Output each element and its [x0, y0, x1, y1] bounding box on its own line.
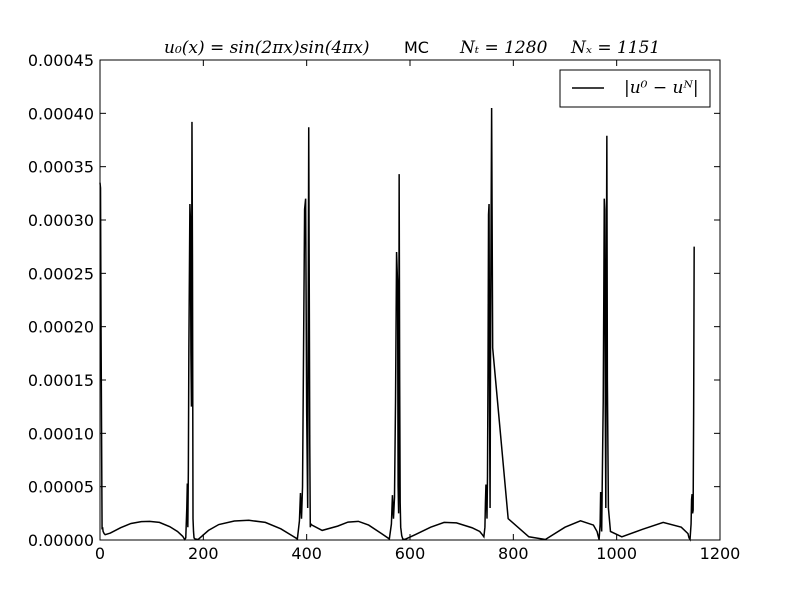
x-tick-label: 200 [188, 544, 219, 563]
y-tick-label: 0.00035 [28, 158, 94, 177]
y-tick-label: 0.00025 [28, 264, 94, 283]
y-tick-label: 0.00045 [28, 51, 94, 70]
x-tick-label: 1200 [700, 544, 741, 563]
x-tick-label: 0 [95, 544, 105, 563]
title-method: MC [404, 38, 429, 57]
y-tick-label: 0.00000 [28, 531, 94, 550]
y-tick-label: 0.00005 [28, 478, 94, 497]
y-tick-label: 0.00010 [28, 424, 94, 443]
series-line-0 [99, 107, 695, 542]
x-tick-label: 800 [498, 544, 529, 563]
y-axis: 0.00000 0.00005 0.00010 0.00015 0.00020 0.000… [28, 51, 720, 550]
y-tick-label: 0.00040 [28, 104, 94, 123]
y-tick-label: 0.00015 [28, 371, 94, 390]
title-nt: Nₜ = 1280 [459, 38, 548, 58]
x-tick-label: 400 [291, 544, 322, 563]
x-tick-label: 1000 [596, 544, 637, 563]
series-layer [99, 107, 695, 542]
y-tick-label: 0.00030 [28, 211, 94, 230]
y-tick-label: 0.00020 [28, 318, 94, 337]
legend-label: |u⁰ − uᴺ| [624, 78, 699, 98]
x-tick-label: 600 [395, 544, 426, 563]
title-nx: Nₓ = 1151 [570, 38, 660, 58]
x-axis: 0 200 400 600 800 1000 1200 [95, 60, 740, 563]
title-formula: u₀(x) = sin(2πx)sin(4πx) [164, 38, 370, 58]
chart-title: u₀(x) = sin(2πx)sin(4πx) MC Nₜ = 1280 Nₓ… [164, 38, 660, 58]
legend: |u⁰ − uᴺ| [559, 69, 711, 108]
